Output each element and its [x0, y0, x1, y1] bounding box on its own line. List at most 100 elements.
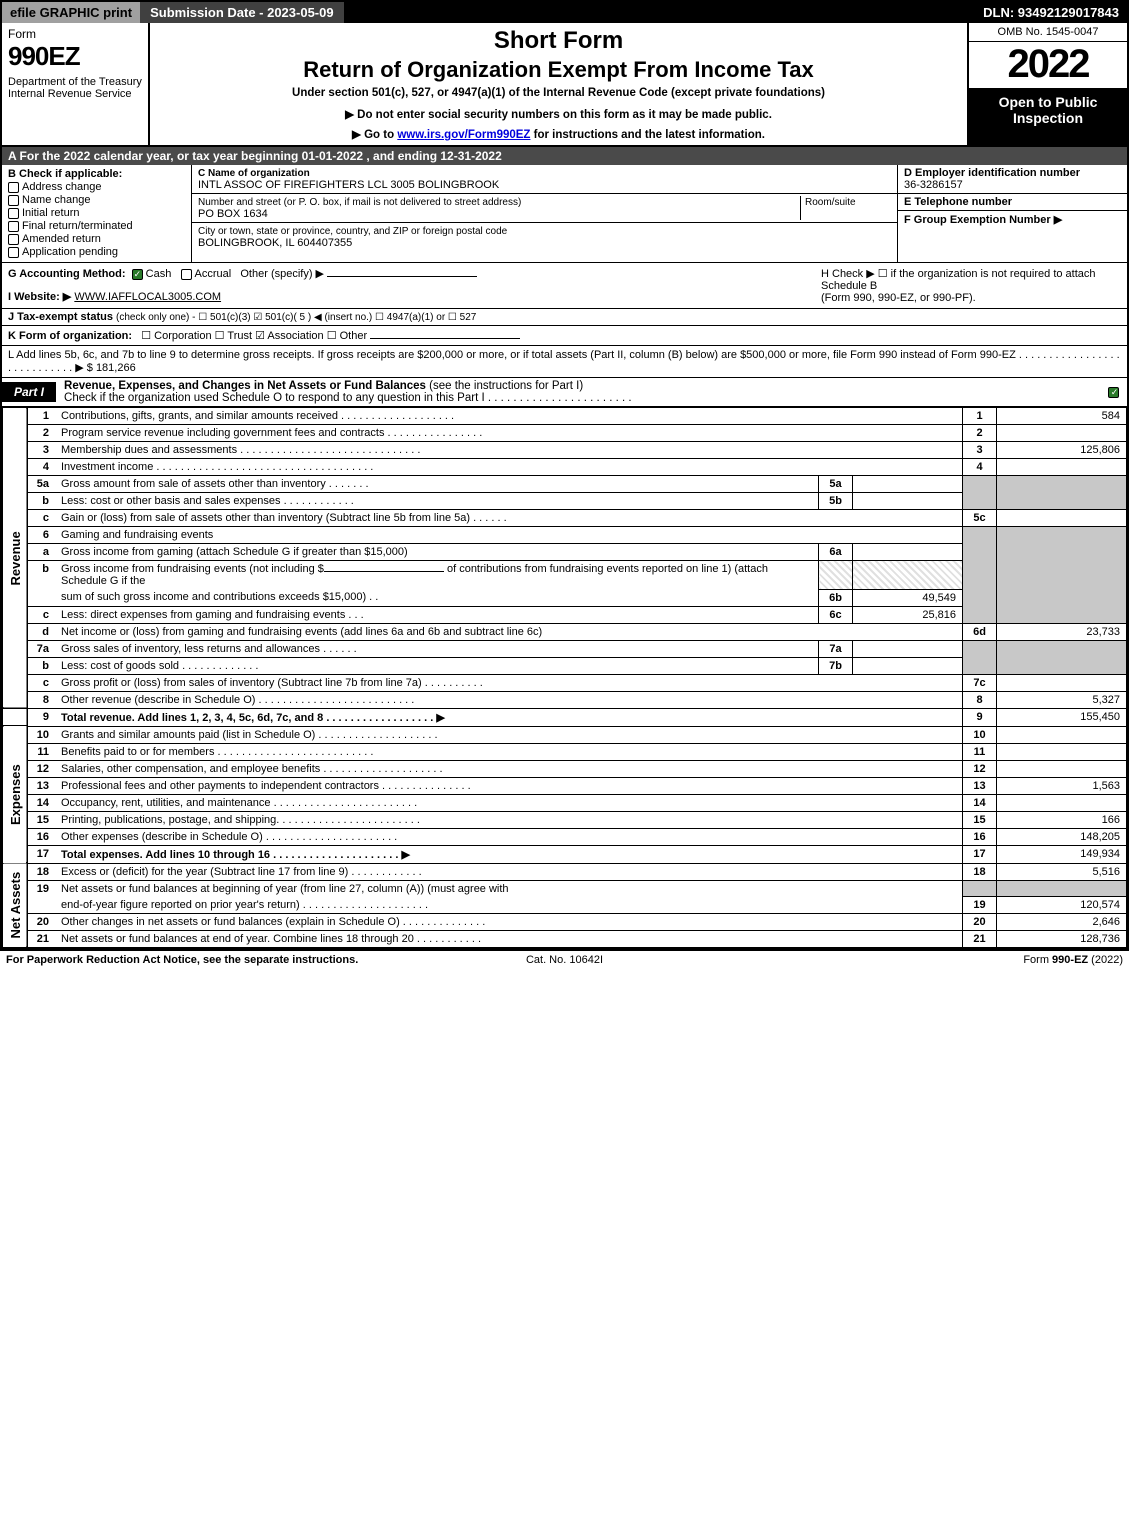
line16-value: 148,205: [997, 828, 1127, 845]
tax-year: 2022: [969, 42, 1127, 88]
line7a-value: [853, 640, 963, 657]
line21-value: 128,736: [997, 931, 1127, 948]
line14-value: [997, 794, 1127, 811]
line7b-value: [853, 657, 963, 674]
l-value: 181,266: [96, 362, 136, 374]
department-label: Department of the Treasury Internal Reve…: [8, 76, 142, 100]
part-i-checkline: Check if the organization used Schedule …: [64, 392, 632, 404]
part-i-title: Revenue, Expenses, and Changes in Net As…: [56, 378, 1103, 406]
line8-value: 5,327: [997, 691, 1127, 708]
chk-cash[interactable]: [132, 269, 143, 280]
section-a-taxyear: A For the 2022 calendar year, or tax yea…: [2, 147, 1127, 165]
dln: DLN: 93492129017843: [975, 2, 1127, 23]
short-form-title: Short Form: [160, 27, 957, 55]
c-street-label: Number and street (or P. O. box, if mail…: [198, 197, 521, 208]
org-name: INTL ASSOC OF FIREFIGHTERS LCL 3005 BOLI…: [198, 179, 499, 191]
chk-name-change[interactable]: Name change: [8, 194, 185, 206]
chk-accrual[interactable]: [181, 269, 192, 280]
part-i-header: Part I Revenue, Expenses, and Changes in…: [2, 378, 1127, 407]
org-street: PO BOX 1634: [198, 208, 268, 220]
line18-value: 5,516: [997, 863, 1127, 880]
section-b-checkboxes: B Check if applicable: Address change Na…: [2, 165, 192, 262]
open-to-public: Open to Public Inspection: [969, 88, 1127, 145]
netassets-sidelabel: Net Assets: [3, 863, 28, 948]
chk-address-change[interactable]: Address change: [8, 181, 185, 193]
chk-schedule-o[interactable]: [1108, 387, 1119, 398]
submission-date: Submission Date - 2023-05-09: [140, 2, 344, 23]
d-label: D Employer identification number: [904, 167, 1080, 179]
line13-value: 1,563: [997, 777, 1127, 794]
line12-value: [997, 760, 1127, 777]
row-k: K Form of organization: ☐ Corporation ☐ …: [2, 326, 1127, 346]
form-header: Form 990EZ Department of the Treasury In…: [2, 23, 1127, 147]
org-city: BOLINGBROOK, IL 604407355: [198, 237, 352, 249]
subtitle-3: ▶ Go to www.irs.gov/Form990EZ for instru…: [160, 127, 957, 141]
h-text2: (Form 990, 990-EZ, or 990-PF).: [821, 292, 1121, 304]
j-label: J Tax-exempt status: [8, 311, 113, 323]
g-label: G Accounting Method:: [8, 268, 126, 280]
row-g-h: G Accounting Method: Cash Accrual Other …: [2, 263, 1127, 309]
line2-value: [997, 425, 1127, 442]
line10-value: [997, 726, 1127, 743]
top-bar: efile GRAPHIC print Submission Date - 20…: [2, 2, 1127, 23]
col-cdef: C Name of organization INTL ASSOC OF FIR…: [192, 165, 1127, 262]
chk-amended-return[interactable]: Amended return: [8, 233, 185, 245]
line9-value: 155,450: [997, 708, 1127, 726]
header-right: OMB No. 1545-0047 2022 Open to Public In…: [967, 23, 1127, 145]
section-c: C Name of organization INTL ASSOC OF FIR…: [192, 165, 897, 262]
c-city-label: City or town, state or province, country…: [198, 226, 507, 237]
header-left: Form 990EZ Department of the Treasury In…: [2, 23, 150, 145]
i-label: I Website: ▶: [8, 291, 71, 303]
line5a-value: [853, 476, 963, 493]
row-l: L Add lines 5b, 6c, and 7b to line 9 to …: [2, 346, 1127, 378]
ein-value: 36-3286157: [904, 179, 963, 191]
l-text: L Add lines 5b, 6c, and 7b to line 9 to …: [8, 349, 1120, 374]
expenses-sidelabel: Expenses: [3, 726, 28, 863]
line6d-value: 23,733: [997, 623, 1127, 640]
footer-left: For Paperwork Reduction Act Notice, see …: [6, 954, 378, 966]
h-text1: H Check ▶ ☐ if the organization is not r…: [821, 267, 1121, 292]
sub3-post: for instructions and the latest informat…: [530, 129, 765, 141]
section-e: E Telephone number: [898, 194, 1127, 211]
c-name-label: C Name of organization: [198, 168, 310, 179]
block-b-through-f: B Check if applicable: Address change Na…: [2, 165, 1127, 263]
line5b-value: [853, 493, 963, 510]
revenue-sidelabel: Revenue: [3, 408, 28, 709]
chk-application-pending[interactable]: Application pending: [8, 246, 185, 258]
b-label: B Check if applicable:: [8, 168, 122, 180]
part-i-label: Part I: [2, 382, 56, 402]
line3-value: 125,806: [997, 442, 1127, 459]
line6a-value: [853, 544, 963, 561]
form-number: 990EZ: [8, 41, 142, 72]
chk-final-return[interactable]: Final return/terminated: [8, 220, 185, 232]
subtitle-1: Under section 501(c), 527, or 4947(a)(1)…: [160, 87, 957, 99]
row-j: J Tax-exempt status (check only one) - ☐…: [2, 309, 1127, 326]
chk-initial-return[interactable]: Initial return: [8, 207, 185, 219]
irs-link[interactable]: www.irs.gov/Form990EZ: [397, 129, 530, 141]
omb-number: OMB No. 1545-0047: [969, 23, 1127, 42]
line20-value: 2,646: [997, 914, 1127, 931]
line6b-value: 49,549: [853, 589, 963, 606]
line17-value: 149,934: [997, 845, 1127, 863]
c-room-label: Room/suite: [805, 197, 856, 208]
line19-value: 120,574: [997, 897, 1127, 914]
form-word: Form: [8, 27, 142, 41]
line5c-value: [997, 510, 1127, 527]
form-990ez-page: efile GRAPHIC print Submission Date - 20…: [0, 0, 1129, 950]
j-rest: (check only one) - ☐ 501(c)(3) ☑ 501(c)(…: [116, 312, 476, 323]
section-f: F Group Exemption Number ▶: [898, 211, 1127, 262]
website-value[interactable]: WWW.IAFFLOCAL3005.COM: [74, 291, 221, 303]
line4-value: [997, 459, 1127, 476]
efile-print-label[interactable]: efile GRAPHIC print: [2, 2, 140, 23]
line1-value: 584: [997, 408, 1127, 425]
line7c-value: [997, 674, 1127, 691]
k-label: K Form of organization:: [8, 330, 132, 342]
footer-right: Form 990-EZ (2022): [751, 954, 1123, 966]
line6c-value: 25,816: [853, 606, 963, 623]
line11-value: [997, 743, 1127, 760]
lines-table: Revenue 1 Contributions, gifts, grants, …: [2, 407, 1127, 948]
sub3-pre: ▶ Go to: [352, 129, 397, 141]
section-d: D Employer identification number 36-3286…: [898, 165, 1127, 194]
k-rest: ☐ Corporation ☐ Trust ☑ Association ☐ Ot…: [141, 330, 367, 342]
main-title: Return of Organization Exempt From Incom…: [160, 57, 957, 83]
